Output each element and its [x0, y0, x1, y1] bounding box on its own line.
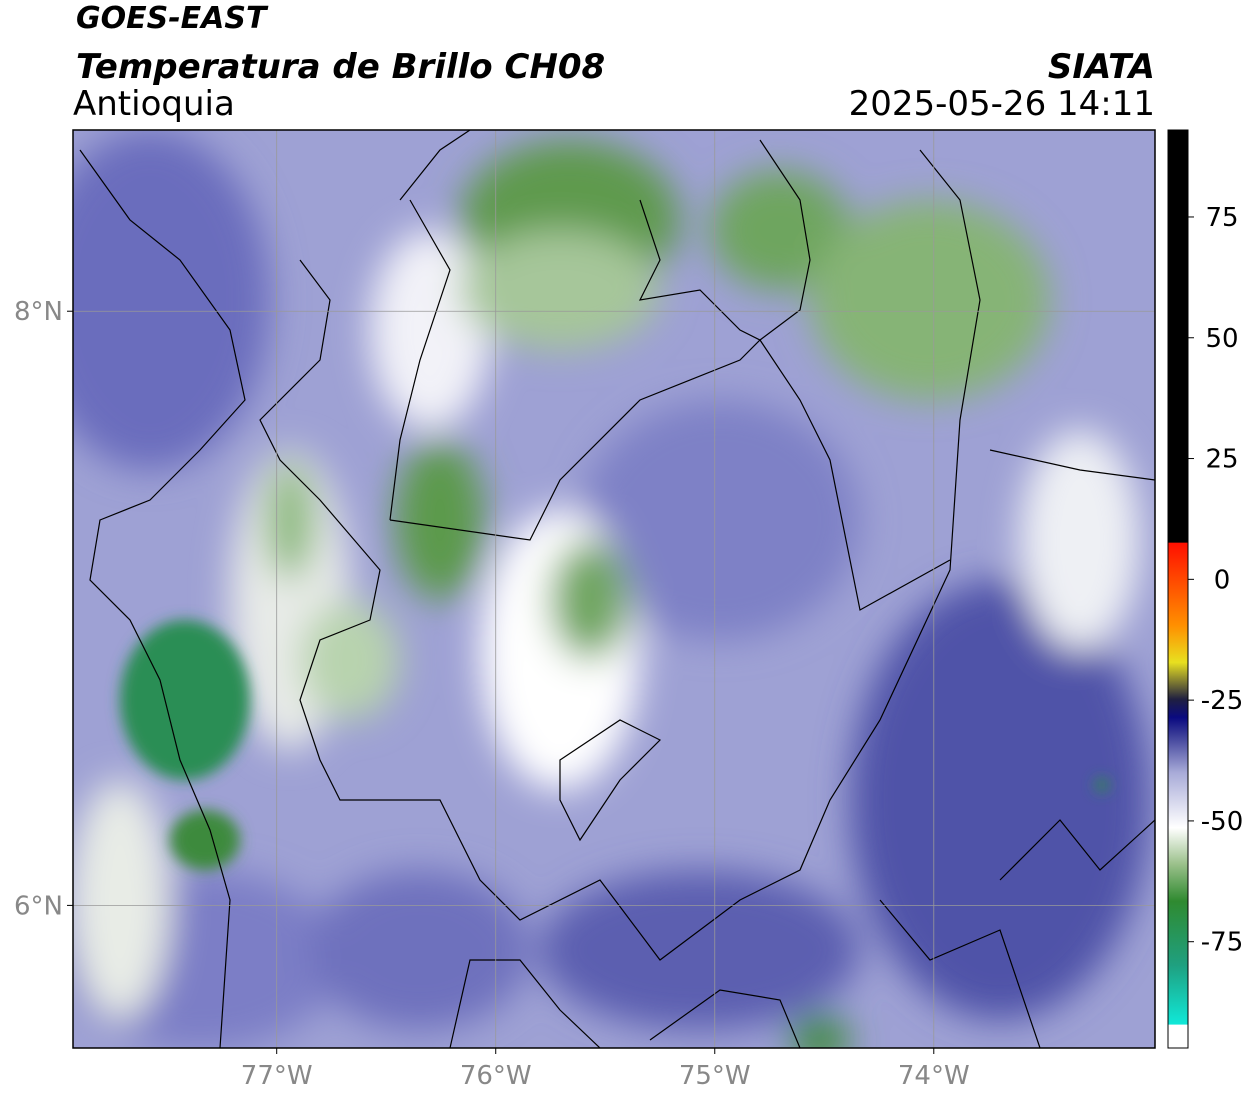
- colorbar: [1167, 129, 1189, 1049]
- graticule: [73, 130, 1155, 1048]
- colorbar-tick-label: 0: [1214, 565, 1231, 595]
- colorbar-tick-label: 50: [1205, 324, 1238, 354]
- colorbar-tick-label: 25: [1205, 445, 1238, 475]
- map-frame: [72, 129, 1156, 1049]
- y-tick-label: 6°N: [14, 891, 63, 921]
- source: SIATA: [1048, 47, 1155, 87]
- datetime: 2025-05-26 14:11: [849, 84, 1155, 124]
- colorbar-tick-label: -50: [1201, 807, 1243, 837]
- y-tick-label: 8°N: [14, 297, 63, 327]
- boundaries: [79, 130, 1155, 1048]
- colorbar-tick-label: -25: [1201, 686, 1243, 716]
- region: Antioquia: [73, 84, 235, 124]
- title: GOES-EAST: [76, 1, 269, 36]
- colorbar-tick-label: -75: [1201, 928, 1243, 958]
- satellite-image: [73, 130, 1155, 1048]
- x-tick-label: 75°W: [679, 1061, 751, 1091]
- x-tick-label: 77°W: [241, 1061, 313, 1091]
- x-tick-label: 74°W: [898, 1061, 970, 1091]
- x-tick-label: 76°W: [460, 1061, 532, 1091]
- colorbar-tick-label: 75: [1205, 203, 1238, 233]
- subtitle: Temperatura de Brillo CH08: [76, 47, 605, 87]
